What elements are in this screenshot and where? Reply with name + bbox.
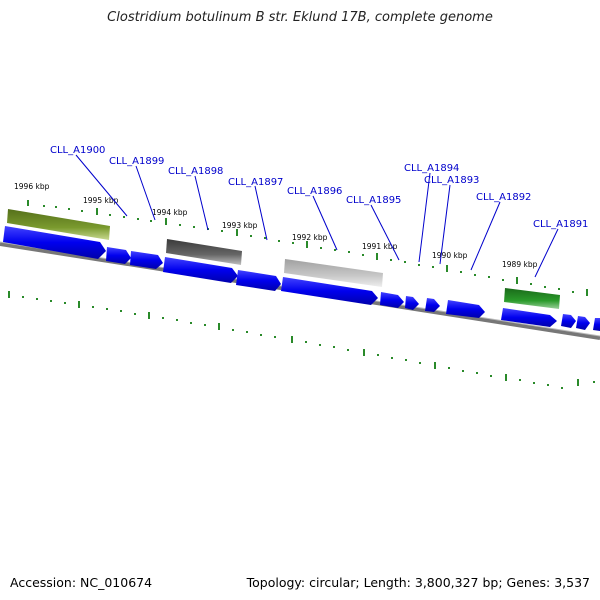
gene-arrow[interactable] <box>576 316 590 330</box>
gene-leader-lines <box>75 154 559 278</box>
gene-arrow[interactable] <box>236 270 281 291</box>
kbp-label: 1993 kbp <box>222 221 258 230</box>
kbp-label: 1995 kbp <box>83 196 119 205</box>
gene-label-cll-a1892[interactable]: CLL_A1892 <box>476 192 531 203</box>
genome-summary-text: Topology: circular; Length: 3,800,327 bp… <box>246 575 590 590</box>
kbp-label: 1992 kbp <box>292 233 328 242</box>
gene-arrow[interactable] <box>446 300 485 318</box>
gene-label-cll-a1898[interactable]: CLL_A1898 <box>168 166 223 177</box>
gene-arrows <box>3 226 600 331</box>
gene-arrow[interactable] <box>106 247 131 264</box>
gene-label-cll-a1897[interactable]: CLL_A1897 <box>228 177 283 188</box>
gene-labels: CLL_A1900 CLL_A1899 CLL_A1898 CLL_A1897 … <box>50 145 588 230</box>
kbp-label: 1994 kbp <box>152 208 188 217</box>
gene-label-cll-a1894[interactable]: CLL_A1894 <box>404 163 459 174</box>
upper-tick-row <box>27 200 588 296</box>
kbp-label: 1989 kbp <box>502 260 538 269</box>
gene-arrow[interactable] <box>593 318 600 331</box>
gene-arrow[interactable] <box>380 292 404 308</box>
gene-label-cll-a1893[interactable]: CLL_A1893 <box>424 175 479 186</box>
gene-arrow[interactable] <box>405 296 419 310</box>
gene-arrow[interactable] <box>501 308 557 327</box>
feature-bar-light-gray <box>284 259 383 287</box>
accession-text: Accession: NC_010674 <box>10 575 153 590</box>
gene-label-cll-a1895[interactable]: CLL_A1895 <box>346 195 401 206</box>
gene-arrow[interactable] <box>561 314 576 328</box>
gene-arrow[interactable] <box>130 251 163 269</box>
feature-bar-green <box>504 288 560 309</box>
gene-label-cll-a1896[interactable]: CLL_A1896 <box>287 186 342 197</box>
feature-bar-dark-gray <box>166 239 242 265</box>
feature-bar-olive <box>7 209 110 240</box>
gene-label-cll-a1899[interactable]: CLL_A1899 <box>109 156 164 167</box>
kbp-labels: 1996 kbp 1995 kbp 1994 kbp 1993 kbp 1992… <box>14 182 538 269</box>
kbp-label: 1996 kbp <box>14 182 50 191</box>
gene-arrow[interactable] <box>3 226 106 259</box>
gene-arrow[interactable] <box>425 298 440 312</box>
gene-arrow[interactable] <box>281 277 378 305</box>
kbp-label: 1990 kbp <box>432 251 468 260</box>
gene-label-cll-a1900[interactable]: CLL_A1900 <box>50 145 105 156</box>
gene-label-cll-a1891[interactable]: CLL_A1891 <box>533 219 588 230</box>
genome-title: Clostridium botulinum B str. Eklund 17B,… <box>107 10 493 25</box>
lower-tick-row <box>8 291 595 389</box>
gene-arrow[interactable] <box>163 257 238 283</box>
kbp-label: 1991 kbp <box>362 242 398 251</box>
